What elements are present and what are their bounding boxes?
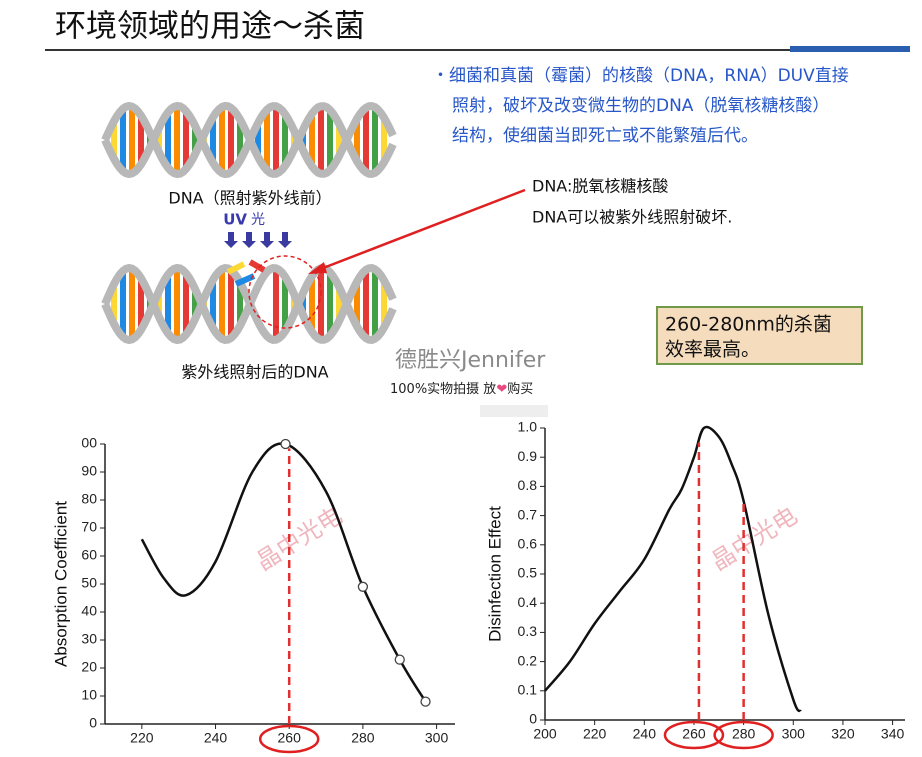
x-tick-label: 320: [831, 726, 855, 742]
uv-light-label: 光: [251, 212, 265, 228]
data-line: [544, 425, 802, 713]
y-tick-label: 90: [81, 463, 97, 479]
data-marker: [420, 696, 431, 707]
data-marker: [394, 654, 405, 665]
dna-before-label: DNA（照射紫外线前）: [168, 189, 331, 208]
y-tick-label: 0.2: [518, 652, 538, 668]
y-axis-label: Absorption Coefficient: [51, 501, 70, 667]
y-tick-label: 1.0: [518, 419, 538, 435]
y-tick-label: 0.9: [518, 448, 538, 464]
y-tick-label: 10: [81, 687, 97, 703]
bullet-line: 照射，破坏及改变微生物的DNA（脱氧核糖核酸）: [452, 96, 829, 116]
broken-base: [226, 261, 246, 275]
watermark-text: 100%实物拍摄 放: [390, 382, 496, 397]
note-line: DNA:脱氧核糖核酸: [532, 177, 668, 196]
x-tick-label: 280: [351, 730, 375, 746]
note-line: DNA可以被紫外线照射破坏.: [532, 208, 732, 227]
bullet-line: 结构，使细菌当即死亡或不能繁殖后代。: [452, 125, 758, 146]
uv-label: UV: [223, 211, 247, 229]
chart-watermark: 晶中光电: [706, 501, 802, 576]
y-tick-label: 80: [81, 491, 97, 507]
tick-highlight: [663, 720, 725, 750]
dna-after-label: 紫外线照射后的DNA: [181, 363, 328, 382]
strand: [101, 263, 397, 345]
x-tick-label: 300: [425, 730, 449, 746]
broken-base: [234, 273, 256, 287]
watermark-line: 100%实物拍摄 放❤购买: [390, 381, 533, 397]
y-tick-label: 60: [81, 547, 97, 563]
y-tick-label: 0: [89, 715, 97, 731]
x-tick-label: 220: [130, 730, 154, 746]
callout-line: 效率最高。: [665, 339, 760, 361]
y-tick-label: 0.3: [518, 623, 538, 639]
x-tick-label: 220: [583, 726, 607, 742]
damage-circle: [248, 255, 322, 329]
callout-line: 260-280nm的杀菌: [665, 314, 832, 336]
x-tick-label: 240: [633, 726, 657, 742]
bullet-line: ・细菌和真菌（霉菌）的核酸（DNA，RNA）DUV直接: [432, 66, 849, 86]
y-tick-label: 0.4: [518, 594, 538, 610]
x-tick-label: 240: [204, 730, 228, 746]
y-tick-label: 0.5: [518, 565, 538, 581]
title: 环境领域的用途～杀菌: [55, 9, 365, 45]
callout-box: [656, 306, 863, 365]
uv-arrows: [224, 232, 292, 248]
x-tick-label: 340: [881, 726, 905, 742]
data-marker: [357, 581, 369, 592]
y-tick-label: 40: [81, 603, 97, 619]
watermark-bar: [480, 405, 548, 417]
y-tick-label: 30: [81, 631, 97, 647]
y-tick-label: 50: [81, 575, 97, 591]
chart-watermark: 晶中光电: [251, 501, 347, 576]
data-line: [140, 442, 427, 703]
y-tick-label: 00: [81, 435, 97, 451]
tick-highlight: [713, 720, 774, 750]
y-tick-label: 20: [81, 659, 97, 675]
x-tick-label: 280: [732, 726, 756, 742]
y-tick-label: 0.6: [518, 536, 538, 552]
bullet-text: ・细菌和真菌（霉菌）的核酸（DNA，RNA）DUV直接 照射，破坏及改变微生物的…: [432, 66, 849, 146]
watermark-heart: ❤: [496, 382, 507, 397]
x-tick-label: 300: [782, 726, 806, 742]
broken-base: [248, 259, 266, 273]
y-tick-label: 0: [529, 711, 537, 727]
x-tick-label: 260: [682, 726, 706, 742]
x-tick-label: 200: [533, 726, 557, 742]
tick-highlight: [258, 724, 320, 754]
watermark-brand: 德胜兴Jennifer: [395, 348, 546, 373]
y-tick-label: 0.8: [518, 477, 538, 493]
y-tick-label: 0.1: [518, 682, 538, 698]
dna-illustration: [101, 101, 397, 345]
pointer-arrow: [317, 188, 526, 272]
pointer-arrowhead: [308, 262, 327, 274]
watermark-text: 购买: [507, 381, 533, 397]
y-tick-label: 70: [81, 519, 97, 535]
data-marker: [280, 438, 291, 450]
strand: [101, 101, 397, 179]
x-tick-label: 260: [278, 730, 302, 746]
y-tick-label: 0.7: [518, 506, 538, 522]
y-axis-label: Disinfection Effect: [485, 506, 504, 642]
title-accent: [790, 46, 910, 52]
